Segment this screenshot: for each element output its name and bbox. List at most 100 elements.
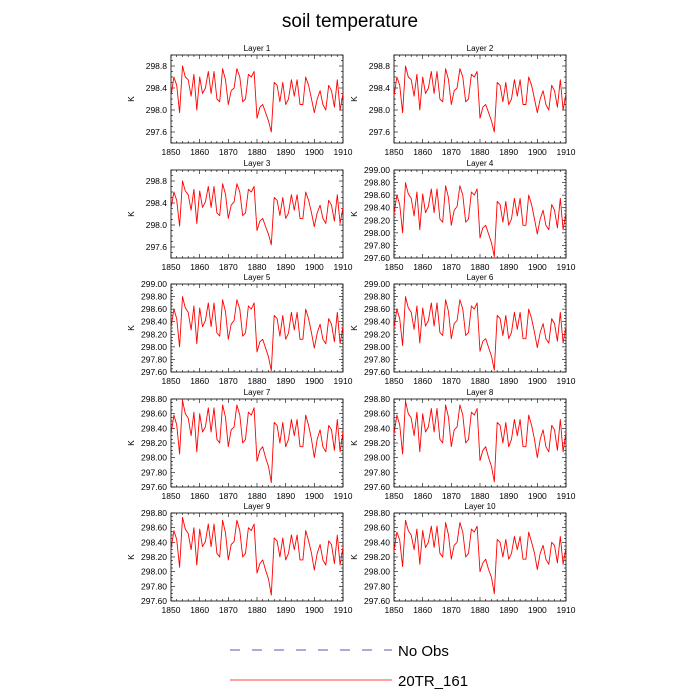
x-tick-label: 1880 xyxy=(471,605,490,615)
legend: No Obs 20TR_161 xyxy=(230,643,468,690)
y-tick-label: 298.80 xyxy=(141,394,167,404)
x-tick-label: 1850 xyxy=(162,147,181,157)
y-tick-label: 298.20 xyxy=(364,329,390,339)
panel-layer-8: Layer 8 K 1850 1860 1870 1880 1890 1900 1910 297.… xyxy=(349,388,576,501)
x-tick-label: 1870 xyxy=(442,491,461,501)
y-axis-label: K xyxy=(126,325,136,331)
x-tick-label: 1850 xyxy=(385,376,404,386)
panel-title: Layer 9 xyxy=(244,502,271,511)
y-tick-label: 297.60 xyxy=(364,367,390,377)
y-tick-label: 298.60 xyxy=(364,409,390,419)
y-tick-label: 298.40 xyxy=(364,317,390,327)
x-tick-label: 1890 xyxy=(499,262,518,272)
legend-label-no-obs: No Obs xyxy=(398,643,449,660)
x-tick-label: 1860 xyxy=(190,262,209,272)
x-tick-label: 1870 xyxy=(442,147,461,157)
panel-layer-10: Layer 10 K 1850 1860 1870 1880 1890 1900 1910 297… xyxy=(349,502,576,615)
panel-layer-3: Layer 3 K 1850 1860 1870 1880 1890 1900 1910 297.… xyxy=(126,159,353,272)
x-tick-label: 1890 xyxy=(276,262,295,272)
y-tick-label: 298.00 xyxy=(364,228,390,238)
y-tick-label: 298.00 xyxy=(141,342,167,352)
panel-layer-5: Layer 5 K 1850 1860 1870 1880 1890 1900 1910 297.… xyxy=(126,273,353,386)
y-tick-label: 298.20 xyxy=(141,552,167,562)
y-tick-label: 298.60 xyxy=(141,409,167,419)
panel-title: Layer 8 xyxy=(467,388,494,397)
y-tick-label: 297.60 xyxy=(141,367,167,377)
y-tick-label: 297.80 xyxy=(364,240,390,250)
y-tick-label: 298.80 xyxy=(364,178,390,188)
y-tick-label: 298.80 xyxy=(364,394,390,404)
y-tick-label: 297.60 xyxy=(141,596,167,606)
x-tick-label: 1910 xyxy=(557,491,576,501)
x-tick-label: 1870 xyxy=(219,376,238,386)
y-tick-label: 298.00 xyxy=(364,342,390,352)
x-tick-label: 1900 xyxy=(528,147,547,157)
panel-layer-9: Layer 9 K 1850 1860 1870 1880 1890 1900 1910 297.… xyxy=(126,502,353,615)
x-tick-label: 1870 xyxy=(219,147,238,157)
x-tick-label: 1850 xyxy=(385,491,404,501)
y-tick-label: 298.8 xyxy=(146,61,168,71)
x-tick-label: 1900 xyxy=(528,491,547,501)
y-tick-label: 298.4 xyxy=(369,83,391,93)
plot-frame xyxy=(393,169,567,259)
x-tick-label: 1850 xyxy=(385,262,404,272)
x-tick-label: 1850 xyxy=(162,605,181,615)
x-tick-label: 1860 xyxy=(190,491,209,501)
y-tick-label: 298.60 xyxy=(364,190,390,200)
y-tick-label: 298.40 xyxy=(141,423,167,433)
panel-title: Layer 3 xyxy=(244,159,271,168)
y-tick-label: 299.00 xyxy=(141,279,167,289)
y-tick-label: 297.60 xyxy=(364,596,390,606)
y-tick-label: 298.40 xyxy=(364,423,390,433)
x-tick-label: 1860 xyxy=(413,376,432,386)
y-tick-label: 297.60 xyxy=(364,253,390,263)
x-tick-label: 1890 xyxy=(276,605,295,615)
x-tick-label: 1890 xyxy=(276,491,295,501)
x-tick-label: 1890 xyxy=(276,376,295,386)
x-tick-label: 1910 xyxy=(557,147,576,157)
y-tick-label: 297.60 xyxy=(141,482,167,492)
x-tick-label: 1890 xyxy=(499,605,518,615)
plot-frame xyxy=(170,398,344,488)
x-tick-label: 1880 xyxy=(248,147,267,157)
y-tick-label: 298.60 xyxy=(364,304,390,314)
y-tick-label: 297.80 xyxy=(141,467,167,477)
y-tick-label: 298.20 xyxy=(141,438,167,448)
y-axis-label: K xyxy=(349,440,359,446)
y-axis-label: K xyxy=(349,96,359,102)
panel-title: Layer 6 xyxy=(467,273,494,282)
y-axis-label: K xyxy=(349,211,359,217)
panel-grid: Layer 1 K 1850 1860 1870 1880 1890 1900 1910 297.… xyxy=(126,44,576,615)
x-tick-label: 1910 xyxy=(557,262,576,272)
y-tick-label: 297.6 xyxy=(146,127,168,137)
y-tick-label: 298.0 xyxy=(146,220,168,230)
y-tick-label: 298.40 xyxy=(364,203,390,213)
y-tick-label: 299.00 xyxy=(364,165,390,175)
y-tick-label: 298.00 xyxy=(364,453,390,463)
y-tick-label: 298.60 xyxy=(141,523,167,533)
y-tick-label: 297.60 xyxy=(364,482,390,492)
y-axis-label: K xyxy=(349,554,359,560)
y-tick-label: 298.0 xyxy=(146,105,168,115)
x-tick-label: 1880 xyxy=(471,376,490,386)
x-tick-label: 1910 xyxy=(334,376,353,386)
y-tick-label: 298.00 xyxy=(141,453,167,463)
x-tick-label: 1910 xyxy=(334,491,353,501)
x-tick-label: 1870 xyxy=(442,376,461,386)
x-tick-label: 1860 xyxy=(413,491,432,501)
x-tick-label: 1860 xyxy=(190,376,209,386)
y-tick-label: 297.6 xyxy=(369,127,391,137)
x-tick-label: 1850 xyxy=(162,262,181,272)
panel-layer-2: Layer 2 K 1850 1860 1870 1880 1890 1900 1910 297.… xyxy=(349,44,576,157)
series-line-20tr-161 xyxy=(170,180,344,246)
y-tick-label: 298.20 xyxy=(364,438,390,448)
plot-frame xyxy=(393,283,567,373)
panel-title: Layer 2 xyxy=(467,44,494,53)
x-tick-label: 1860 xyxy=(413,147,432,157)
series-line-20tr-161 xyxy=(393,296,567,371)
x-tick-label: 1850 xyxy=(385,605,404,615)
x-tick-label: 1900 xyxy=(305,262,324,272)
y-tick-label: 298.60 xyxy=(141,304,167,314)
y-tick-label: 298.80 xyxy=(364,508,390,518)
x-tick-label: 1880 xyxy=(248,262,267,272)
